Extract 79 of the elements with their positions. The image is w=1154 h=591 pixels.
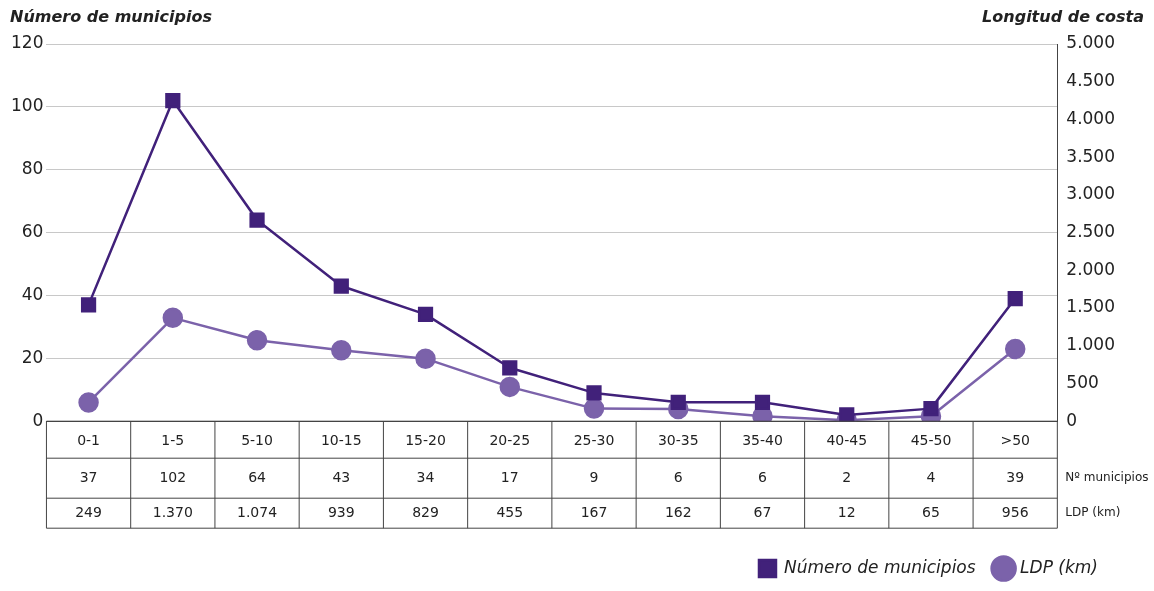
legend-label: Número de municipios (783, 556, 976, 577)
legend-label: LDP (km) (1020, 556, 1098, 577)
data-label: 12 (837, 503, 856, 520)
data-label: 4 (926, 468, 936, 485)
data-label: 249 (75, 503, 102, 520)
point (162, 307, 184, 329)
point (1007, 291, 1023, 307)
point (331, 340, 352, 361)
data-label: 64 (248, 468, 267, 485)
y2-axis-title: Longitud de costa (982, 7, 1144, 27)
x-tick-label: 40-45 (826, 432, 868, 449)
data-label: 2 (842, 468, 852, 485)
x-tick-label: 10-15 (320, 432, 362, 449)
data-label: 39 (1006, 468, 1025, 485)
data-label: 67 (753, 503, 772, 520)
y2-tick-label: 1.500 (1066, 296, 1115, 317)
point (333, 278, 349, 294)
point (1004, 338, 1026, 360)
point (670, 394, 686, 410)
point (246, 329, 268, 351)
y-tick-label: 20 (21, 346, 44, 367)
point (499, 376, 521, 398)
point (502, 360, 518, 376)
data-label: 37 (79, 468, 98, 485)
y2-tick-label: 2.000 (1066, 258, 1115, 279)
text: LDP (km) (1065, 505, 1121, 520)
y2-tick-label: 1.000 (1066, 334, 1115, 355)
x-tick-label: >50 (1000, 432, 1030, 449)
data-label: 6 (758, 468, 768, 485)
y2-tick-label: 0 (1066, 409, 1078, 430)
x-tick-label: 5-10 (241, 432, 273, 449)
y-tick-label: 0 (32, 409, 44, 430)
data-label: 43 (332, 468, 351, 485)
data-label: 34 (416, 468, 435, 485)
text: Nº municipios (1065, 470, 1149, 485)
data-label: 162 (664, 503, 692, 520)
data-label: 1.370 (152, 503, 193, 520)
y-tick-label: 100 (10, 95, 44, 116)
data-label: 829 (412, 503, 439, 520)
data-label: 65 (922, 503, 940, 520)
point (417, 306, 434, 322)
data-label: 1.074 (237, 503, 278, 520)
point (586, 385, 602, 401)
y2-tick-label: 5.000 (1066, 32, 1115, 53)
y-tick-label: 40 (21, 283, 44, 304)
y2-tick-label: 4.500 (1066, 70, 1115, 91)
y2-tick-label: 3.000 (1066, 183, 1115, 204)
point (249, 212, 265, 228)
y-axis-title: Número de municipios (10, 7, 212, 27)
point (165, 92, 181, 109)
y2-tick-label: 4.000 (1066, 107, 1115, 128)
data-label: 939 (327, 503, 355, 520)
x-tick-label: 20-25 (489, 432, 531, 449)
data-label: 167 (580, 503, 608, 520)
x-tick-label: 45-50 (910, 432, 952, 449)
data-label: 6 (673, 468, 683, 485)
x-tick-label: 1-5 (161, 432, 185, 449)
y2-tick-label: 500 (1066, 371, 1099, 392)
point (415, 348, 436, 369)
data-label: 9 (589, 468, 599, 485)
point (923, 401, 939, 417)
x-tick-label: 0-1 (77, 432, 101, 449)
y-tick-label: 60 (21, 221, 44, 242)
y-tick-label: 80 (21, 158, 44, 179)
point (80, 297, 97, 313)
x-tick-label: 35-40 (742, 432, 783, 449)
x-tick-label: 25-30 (573, 432, 615, 449)
data-label: 455 (496, 503, 524, 520)
data-label: 956 (1001, 503, 1029, 520)
y-tick-label: 120 (10, 32, 44, 53)
y2-tick-label: 3.500 (1066, 145, 1115, 166)
x-tick-label: 15-20 (405, 432, 446, 449)
point (754, 394, 771, 410)
point (583, 398, 605, 419)
data-label: 102 (159, 468, 187, 485)
data-label: 17 (500, 468, 519, 485)
point (78, 392, 99, 413)
x-tick-label: 30-35 (657, 432, 699, 449)
y2-tick-label: 2.500 (1066, 221, 1115, 242)
